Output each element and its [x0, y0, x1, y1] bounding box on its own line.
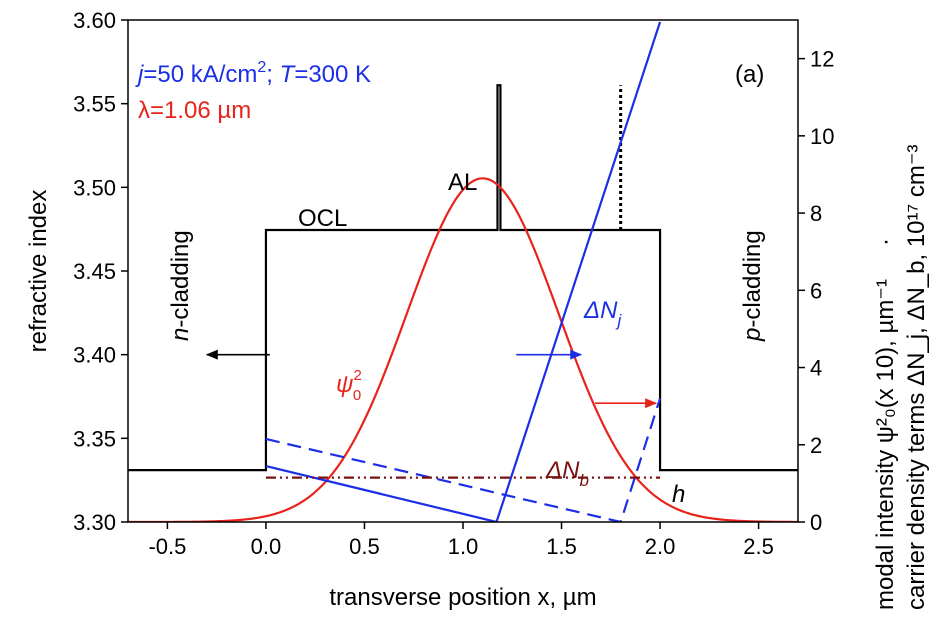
y-axis-right-label-red: modal intensity ψ²₀(x 10), µm⁻¹: [872, 279, 899, 610]
y-right-tick-label: 4: [810, 356, 822, 381]
condition-label: j=50 kA/cm2; T=300 K: [135, 59, 371, 88]
x-tick-label: 2.5: [743, 534, 774, 559]
modal-intensity-curve: [128, 177, 798, 522]
x-tick-label: 1.5: [546, 534, 577, 559]
y-left-tick-label: 3.35: [73, 426, 116, 451]
carrier-density-nj-line: [265, 21, 662, 522]
x-tick-label: 2.0: [645, 534, 676, 559]
refractive-index-profile: [128, 84, 798, 472]
x-tick-label: 0.0: [251, 534, 282, 559]
y-axis-left-label: refractive index: [25, 190, 52, 353]
y-left-tick-label: 3.55: [73, 92, 116, 117]
y-axis-right-label-blue: carrier density terms ΔN_j, ΔN_b, 10¹⁷ c…: [903, 144, 930, 610]
tick-layer: -0.5 0.0 0.5 1.0 1.5 2.0 2.5 3.30 3.35 3.40 3.45 3.…: [73, 8, 834, 559]
x-tick-label: 0.5: [349, 534, 380, 559]
x-tick-label: -0.5: [148, 534, 186, 559]
y-right-tick-label: 8: [810, 201, 822, 226]
active-layer-label: AL: [448, 169, 477, 196]
n-cladding-label: n-cladding: [167, 230, 194, 341]
y-left-tick-label: 3.40: [73, 343, 116, 368]
y-left-tick-label: 3.60: [73, 8, 116, 33]
h-label: h: [672, 481, 685, 508]
x-axis-label: transverse position x, µm: [329, 584, 596, 611]
y-right-tick-label: 0: [810, 510, 822, 535]
y-right-tick-label: 12: [810, 47, 834, 72]
carrier-density-nb-dashed-line: [265, 398, 662, 522]
arrow-layer: [205, 349, 658, 409]
y-left-tick-label: 3.45: [73, 259, 116, 284]
y-left-tick-label: 3.30: [73, 510, 116, 535]
series-layer: [128, 21, 798, 522]
plot-frame: [127, 19, 799, 523]
x-tick-label: 1.0: [448, 534, 479, 559]
wavelength-label: λ=1.06 µm: [138, 97, 251, 124]
y-right-tick-label: 6: [810, 278, 822, 303]
panel-label: (a): [735, 61, 764, 88]
y-right-tick-label: 10: [810, 124, 834, 149]
ocl-label: OCL: [298, 205, 347, 232]
delta-nj-label: ΔNj: [583, 297, 622, 330]
psi-label: ψ2 0: [336, 367, 362, 404]
y-axis-right-label-dot: ·: [872, 238, 899, 246]
y-left-tick-label: 3.50: [73, 175, 116, 200]
p-cladding-label: p-cladding: [739, 230, 766, 342]
y-right-tick-label: 2: [810, 433, 822, 458]
delta-nb-label: ΔNb: [545, 457, 589, 490]
